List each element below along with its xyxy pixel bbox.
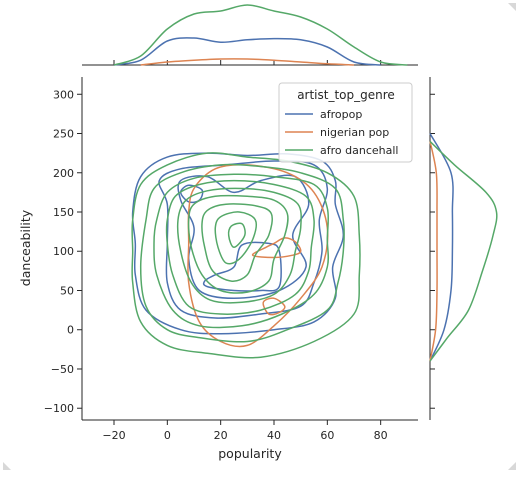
y-axis-label: danceability <box>18 209 33 286</box>
contour-afropop-4 <box>179 184 204 204</box>
resize-arrow-bottom-left-icon[interactable] <box>3 462 11 470</box>
contour-afro-dancehall-5 <box>187 194 289 294</box>
y-tick-label: −100 <box>44 402 74 415</box>
joint-axes: −20 0 20 40 60 80 −100 −50 0 50 100 150 200 250 300 <box>44 77 418 442</box>
marginal-y-afropop <box>429 133 454 362</box>
x-tick-label: 60 <box>320 429 334 442</box>
resize-arrow-bottom-right-icon[interactable] <box>508 462 516 470</box>
marginal-y-afro-dancehall <box>429 140 498 362</box>
legend-entry-nigerian-pop: nigerian pop <box>320 126 389 139</box>
contour-afro-dancehall-7 <box>214 211 257 265</box>
legend-box <box>278 82 413 163</box>
y-tick-label: 0 <box>67 324 74 337</box>
marginal-x-afro-dancehall <box>113 4 408 66</box>
y-tick-label: 200 <box>53 167 74 180</box>
y-tick-label: 250 <box>53 128 74 141</box>
contour-afro-dancehall-8 <box>227 222 246 249</box>
x-axis-label: popularity <box>218 446 282 461</box>
marginal-y-kde <box>429 77 498 420</box>
contour-afro-dancehall-3 <box>165 179 315 315</box>
x-tick-label: 0 <box>164 429 171 442</box>
contour-nigerian-pop-1 <box>251 237 302 259</box>
contour-afro-dancehall-1 <box>139 163 345 343</box>
legend-entry-afropop: afropop <box>320 108 362 121</box>
marginal-y-nigerian-pop <box>429 141 438 362</box>
contour-afro-dancehall-0 <box>131 152 361 359</box>
joint-kde-contours <box>131 152 361 359</box>
contour-afro-dancehall-4 <box>176 187 302 304</box>
contour-afro-dancehall-2 <box>153 173 330 329</box>
y-tick-label: 300 <box>53 88 74 101</box>
contour-nigerian-pop-2 <box>262 297 286 316</box>
legend-title: artist_top_genre <box>297 88 395 102</box>
x-tick-label: 80 <box>374 429 388 442</box>
x-tick-label: 20 <box>214 429 228 442</box>
y-tick-label: 50 <box>60 284 74 297</box>
marginal-x-afropop <box>113 37 381 66</box>
y-tick-label: −50 <box>51 363 74 376</box>
resize-arrow-top-right-icon[interactable] <box>508 3 516 11</box>
contour-afro-dancehall-6 <box>201 203 273 282</box>
legend-entry-afro-dancehall: afro dancehall <box>320 144 398 157</box>
x-tick-label: −20 <box>102 429 125 442</box>
marginal-x-nigerian-pop <box>140 58 355 66</box>
y-tick-label: 100 <box>53 245 74 258</box>
contour-afropop-2 <box>177 174 310 300</box>
marginal-x-kde <box>82 4 418 66</box>
y-tick-label: 150 <box>53 206 74 219</box>
contour-afropop-3 <box>202 241 282 292</box>
legend: artist_top_genre afropop nigerian pop af… <box>278 82 413 163</box>
x-tick-label: 40 <box>267 429 281 442</box>
